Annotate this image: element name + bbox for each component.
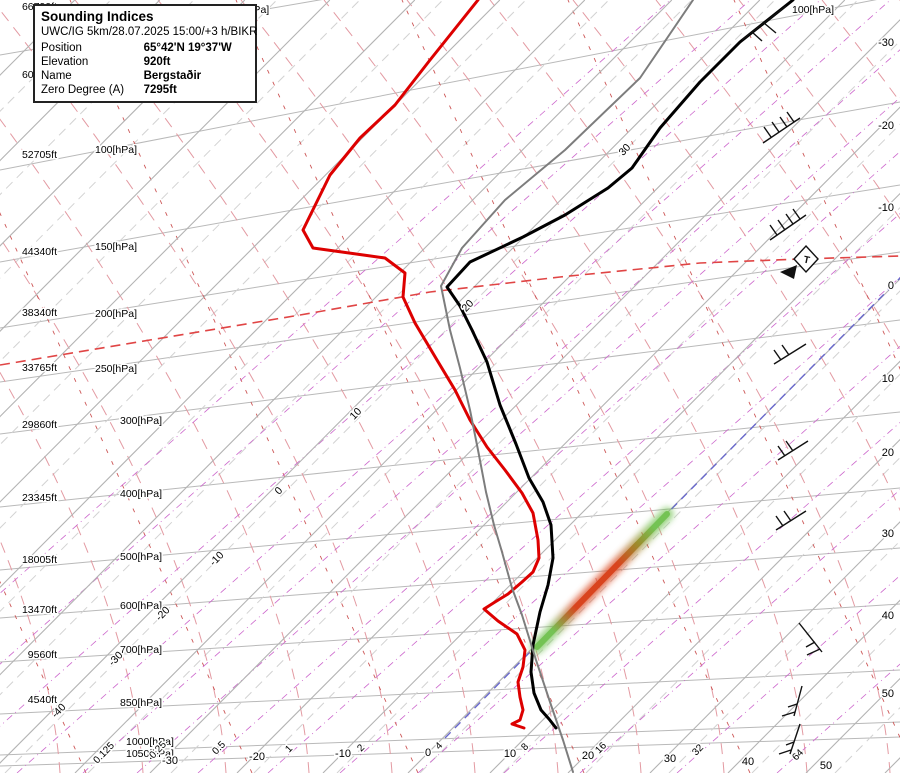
wind-barbs — [741, 5, 823, 755]
pressure-label: 700[hPa] — [120, 644, 162, 656]
wind-barb — [741, 5, 787, 42]
pressure-label-top: 100[hPa] — [792, 4, 834, 16]
tropopause-line — [0, 255, 900, 366]
indices-label: Name — [41, 70, 72, 82]
tropopause-diamond-icon — [793, 244, 819, 274]
dewpoint-curve-group — [301, 0, 541, 730]
dewpoint-curve — [301, 0, 541, 730]
wind-barb — [798, 622, 823, 656]
pressure-label: 300[hPa] — [120, 415, 162, 427]
blue-reference-line — [444, 277, 900, 739]
indices-label: Position — [41, 42, 82, 54]
indices-table: Position 65°42'N 19°37'W Elevation 920ft Nam… — [41, 41, 249, 97]
right-temp-label: 0 — [888, 280, 894, 292]
model-run-line: UWC/IG 5km/28.07.2025 15:00/+3 h/BIKR — [41, 26, 258, 38]
temperature-curve-group — [445, 0, 795, 730]
tropopause-letter: T — [802, 255, 810, 267]
wind-barb — [777, 440, 809, 461]
indices-row: Elevation 920ft — [41, 55, 249, 69]
indices-value: Bergstaðir — [143, 70, 202, 82]
feet-label: 23345ft — [22, 492, 57, 504]
indices-label: Elevation — [41, 56, 89, 68]
right-temp-label: 30 — [882, 528, 894, 540]
feet-label: 52705ft — [22, 149, 57, 161]
pressure-label: 850[hPa] — [120, 697, 162, 709]
wind-barb — [769, 208, 807, 241]
feet-label: 33765ft — [22, 362, 57, 374]
pressure-label: 100[hPa] — [95, 144, 137, 156]
indices-value: 920ft — [143, 56, 171, 68]
right-temp-label: -20 — [878, 120, 894, 132]
pressure-label: 1000[hPa] — [126, 736, 174, 748]
indices-row: Position 65°42'N 19°37'W — [41, 41, 249, 55]
feet-label: 4540ft — [28, 694, 57, 706]
right-temp-label: -10 — [878, 202, 894, 214]
bottom-temp-label: 50 — [820, 760, 832, 772]
feet-label: 9560ft — [28, 649, 57, 661]
wind-barb — [773, 343, 807, 365]
bottom-temp-label: 20 — [582, 750, 594, 762]
parcel-curve — [440, 0, 694, 773]
bottom-temp-label: 40 — [742, 756, 754, 768]
bottom-temp-label: -20 — [249, 751, 265, 763]
indices-row: Zero Degree (A) 7295ft — [41, 83, 249, 97]
wind-barb — [778, 723, 801, 755]
pressure-label: 500[hPa] — [120, 551, 162, 563]
feet-label: 44340ft — [22, 246, 57, 258]
tropopause-marker: T — [780, 244, 819, 279]
thermal-strength-bar — [530, 507, 674, 654]
bottom-temp-label: 0 — [425, 747, 431, 759]
pressure-label: 400[hPa] — [120, 488, 162, 500]
parcel-curve-group — [440, 0, 694, 773]
pressure-axis-labels: 100[hPa] 150[hPa] 200[hPa] 250[hPa] 300[hPa]… — [94, 3, 836, 762]
right-temp-label: 40 — [882, 610, 894, 622]
bottom-temp-label: 30 — [664, 753, 676, 765]
right-temp-label: 10 — [882, 373, 894, 385]
pressure-label: 250[hPa] — [95, 363, 137, 375]
tropopause-pennant-icon — [780, 265, 797, 279]
feet-label: 18005ft — [22, 554, 57, 566]
temperature-curve — [445, 0, 795, 730]
wind-barb — [781, 685, 803, 717]
indices-value: 65°42'N 19°37'W — [143, 42, 232, 54]
sounding-indices-box: Sounding Indices UWC/IG 5km/28.07.2025 1… — [33, 4, 257, 103]
right-temp-axis-labels: -30 -20 -10 0 10 20 30 40 50 — [877, 36, 896, 702]
right-temp-label: 50 — [882, 688, 894, 700]
bottom-temp-label: -10 — [335, 748, 351, 760]
right-temp-label: 20 — [882, 447, 894, 459]
right-temp-label: -30 — [878, 37, 894, 49]
box-title: Sounding Indices — [41, 9, 154, 24]
feet-label: 38340ft — [22, 307, 57, 319]
bottom-temp-label: 10 — [504, 748, 516, 760]
feet-label: 29860ft — [22, 419, 57, 431]
pressure-label: 200[hPa] — [95, 308, 137, 320]
pressure-label: 1050[hPa] — [126, 748, 174, 760]
wind-barb — [762, 111, 801, 144]
indices-label: Zero Degree (A) — [41, 84, 125, 96]
wind-barb — [775, 510, 807, 531]
pressure-label: 600[hPa] — [120, 600, 162, 612]
pressure-label: 150[hPa] — [95, 241, 137, 253]
feet-label: 13470ft — [22, 604, 57, 616]
bottom-temp-axis-labels: -30 -20 -10 0 10 20 30 40 50 — [161, 746, 834, 773]
bottom-temp-label: -30 — [162, 755, 178, 767]
indices-value: 7295ft — [143, 84, 177, 96]
indices-row: Name Bergstaðir — [41, 69, 249, 83]
altitude-axis-labels: 66790ft60005ft52705ft44340ft38340ft33765… — [20, 0, 58, 708]
